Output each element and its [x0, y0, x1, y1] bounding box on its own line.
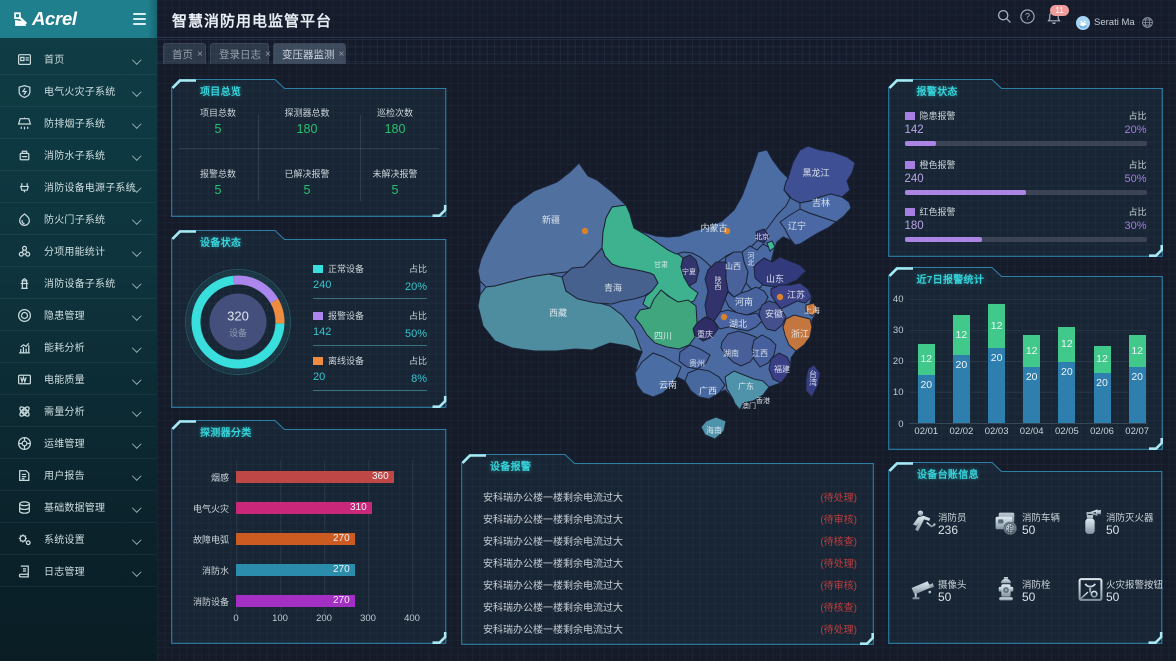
svg-text:内蒙古: 内蒙古 — [700, 222, 727, 233]
svg-text:湖北: 湖北 — [729, 319, 747, 329]
svg-text:西藏: 西藏 — [549, 307, 567, 318]
svg-text:?: ? — [1025, 12, 1030, 22]
svg-text:消: 消 — [1006, 523, 1014, 533]
svg-text:黑龙江: 黑龙江 — [802, 167, 829, 178]
svg-text:云南: 云南 — [659, 379, 677, 390]
svg-text:四川: 四川 — [654, 331, 672, 341]
svg-text:甘肃: 甘肃 — [654, 260, 668, 269]
svg-text:海南: 海南 — [706, 425, 722, 435]
svg-text:吉林: 吉林 — [812, 197, 830, 208]
svg-text:浙江: 浙江 — [791, 328, 809, 339]
svg-text:山西: 山西 — [725, 261, 741, 271]
svg-text:台湾: 台湾 — [809, 369, 817, 387]
svg-text:安徽: 安徽 — [765, 308, 783, 319]
svg-text:广西: 广西 — [699, 385, 717, 396]
svg-text:澳门: 澳门 — [742, 401, 756, 410]
svg-text:山东: 山东 — [766, 273, 784, 284]
svg-text:上海: 上海 — [804, 305, 820, 315]
svg-text:北京: 北京 — [755, 232, 769, 241]
svg-text:设备: 设备 — [229, 327, 247, 338]
svg-text:河北: 河北 — [748, 252, 755, 267]
svg-text:重庆: 重庆 — [697, 329, 713, 339]
svg-text:湖南: 湖南 — [723, 348, 739, 358]
svg-text:河南: 河南 — [735, 296, 753, 307]
svg-text:陕西: 陕西 — [715, 275, 722, 291]
svg-text:江苏: 江苏 — [787, 289, 805, 300]
svg-text:广东: 广东 — [738, 381, 754, 391]
svg-text:福建: 福建 — [774, 364, 790, 374]
svg-text:香港: 香港 — [756, 396, 770, 405]
svg-text:新疆: 新疆 — [542, 214, 560, 225]
svg-text:江西: 江西 — [752, 349, 768, 358]
svg-text:辽宁: 辽宁 — [788, 220, 806, 231]
svg-text:320: 320 — [227, 308, 249, 323]
svg-text:宁夏: 宁夏 — [682, 267, 696, 276]
svg-text:青海: 青海 — [604, 282, 622, 293]
svg-text:贵州: 贵州 — [689, 358, 705, 368]
